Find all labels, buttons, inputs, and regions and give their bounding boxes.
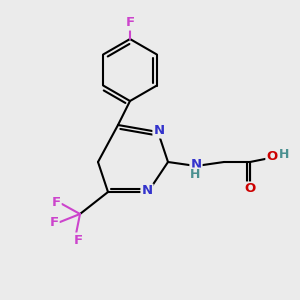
Text: O: O	[244, 182, 256, 196]
Text: N: N	[141, 184, 153, 197]
Text: H: H	[190, 169, 200, 182]
Text: F: F	[74, 233, 82, 247]
Text: F: F	[51, 196, 61, 208]
Text: F: F	[50, 215, 58, 229]
Text: F: F	[125, 16, 135, 29]
Text: N: N	[153, 124, 165, 137]
Text: H: H	[279, 148, 289, 160]
Text: O: O	[266, 149, 278, 163]
Text: N: N	[190, 158, 202, 170]
